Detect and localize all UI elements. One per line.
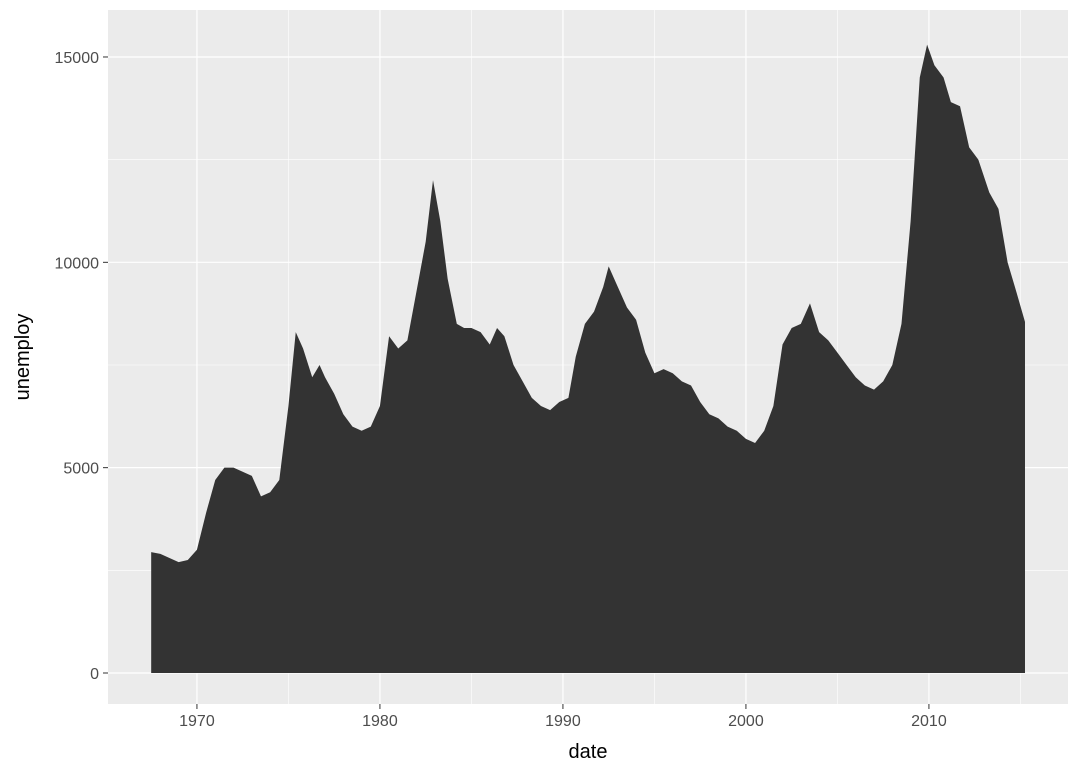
- y-axis-title: unemploy: [12, 314, 34, 401]
- marks: [151, 44, 1025, 673]
- y-tick-label: 5000: [63, 461, 99, 478]
- x-tick-label: 1980: [362, 713, 398, 730]
- y-tick-label: 10000: [55, 255, 100, 272]
- y-tick-label: 0: [90, 666, 99, 683]
- x-tick-label: 2010: [911, 713, 947, 730]
- x-tick-label: 1970: [179, 713, 215, 730]
- x-axis-title: date: [569, 741, 608, 763]
- area: [151, 44, 1025, 673]
- y-tick-label: 15000: [55, 50, 100, 67]
- x-tick-label: 1990: [545, 713, 581, 730]
- x-tick-label: 2000: [728, 713, 764, 730]
- axes: 1970 1980 1990 2000 2010 0 5000 10000 15000: [55, 50, 947, 730]
